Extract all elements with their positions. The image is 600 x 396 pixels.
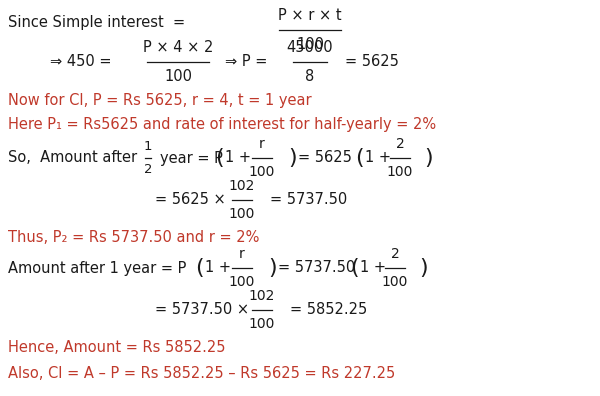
Text: year = P: year = P	[160, 150, 223, 166]
Text: 2: 2	[144, 163, 152, 176]
Text: 100: 100	[229, 275, 255, 289]
Text: 1 +: 1 +	[360, 261, 386, 276]
Text: Also, CI = A – P = Rs 5852.25 – Rs 5625 = Rs 227.25: Also, CI = A – P = Rs 5852.25 – Rs 5625 …	[8, 366, 395, 381]
Text: 1 +: 1 +	[205, 261, 231, 276]
Text: P × r × t: P × r × t	[278, 8, 342, 23]
Text: P × 4 × 2: P × 4 × 2	[143, 40, 213, 55]
Text: (: (	[355, 148, 364, 168]
Text: 100: 100	[387, 165, 413, 179]
Text: r: r	[239, 247, 245, 261]
Text: = 5737.50 ×: = 5737.50 ×	[155, 303, 249, 318]
Text: = 5625: = 5625	[345, 55, 399, 70]
Text: (: (	[195, 258, 203, 278]
Text: 100: 100	[249, 165, 275, 179]
Text: = 5737.50: = 5737.50	[270, 192, 347, 208]
Text: = 5852.25: = 5852.25	[290, 303, 367, 318]
Text: = 5737.50: = 5737.50	[278, 261, 355, 276]
Text: Now for CI, P = Rs 5625, r = 4, t = 1 year: Now for CI, P = Rs 5625, r = 4, t = 1 ye…	[8, 93, 311, 107]
Text: 1 +: 1 +	[225, 150, 251, 166]
Text: = 5625: = 5625	[298, 150, 352, 166]
Text: 45000: 45000	[287, 40, 334, 55]
Text: Thus, P₂ = Rs 5737.50 and r = 2%: Thus, P₂ = Rs 5737.50 and r = 2%	[8, 230, 259, 246]
Text: ): )	[268, 258, 277, 278]
Text: ): )	[419, 258, 428, 278]
Text: 2: 2	[391, 247, 400, 261]
Text: 102: 102	[229, 179, 255, 193]
Text: ⇒ P =: ⇒ P =	[225, 55, 268, 70]
Text: 100: 100	[164, 69, 192, 84]
Text: 100: 100	[382, 275, 408, 289]
Text: ⇒ 450 =: ⇒ 450 =	[50, 55, 112, 70]
Text: 100: 100	[249, 317, 275, 331]
Text: (: (	[350, 258, 359, 278]
Text: Hence, Amount = Rs 5852.25: Hence, Amount = Rs 5852.25	[8, 341, 226, 356]
Text: Amount after 1 year = P: Amount after 1 year = P	[8, 261, 187, 276]
Text: 100: 100	[296, 37, 324, 52]
Text: 8: 8	[305, 69, 314, 84]
Text: ): )	[288, 148, 296, 168]
Text: Since Simple interest  =: Since Simple interest =	[8, 15, 185, 29]
Text: ): )	[424, 148, 433, 168]
Text: So,  Amount after: So, Amount after	[8, 150, 137, 166]
Text: = 5625 ×: = 5625 ×	[155, 192, 226, 208]
Text: 100: 100	[229, 207, 255, 221]
Text: r: r	[259, 137, 265, 151]
Text: (: (	[215, 148, 224, 168]
Text: 1: 1	[144, 140, 152, 153]
Text: 102: 102	[249, 289, 275, 303]
Text: 1 +: 1 +	[365, 150, 391, 166]
Text: 2: 2	[395, 137, 404, 151]
Text: Here P₁ = Rs5625 and rate of interest for half-yearly = 2%: Here P₁ = Rs5625 and rate of interest fo…	[8, 118, 436, 133]
